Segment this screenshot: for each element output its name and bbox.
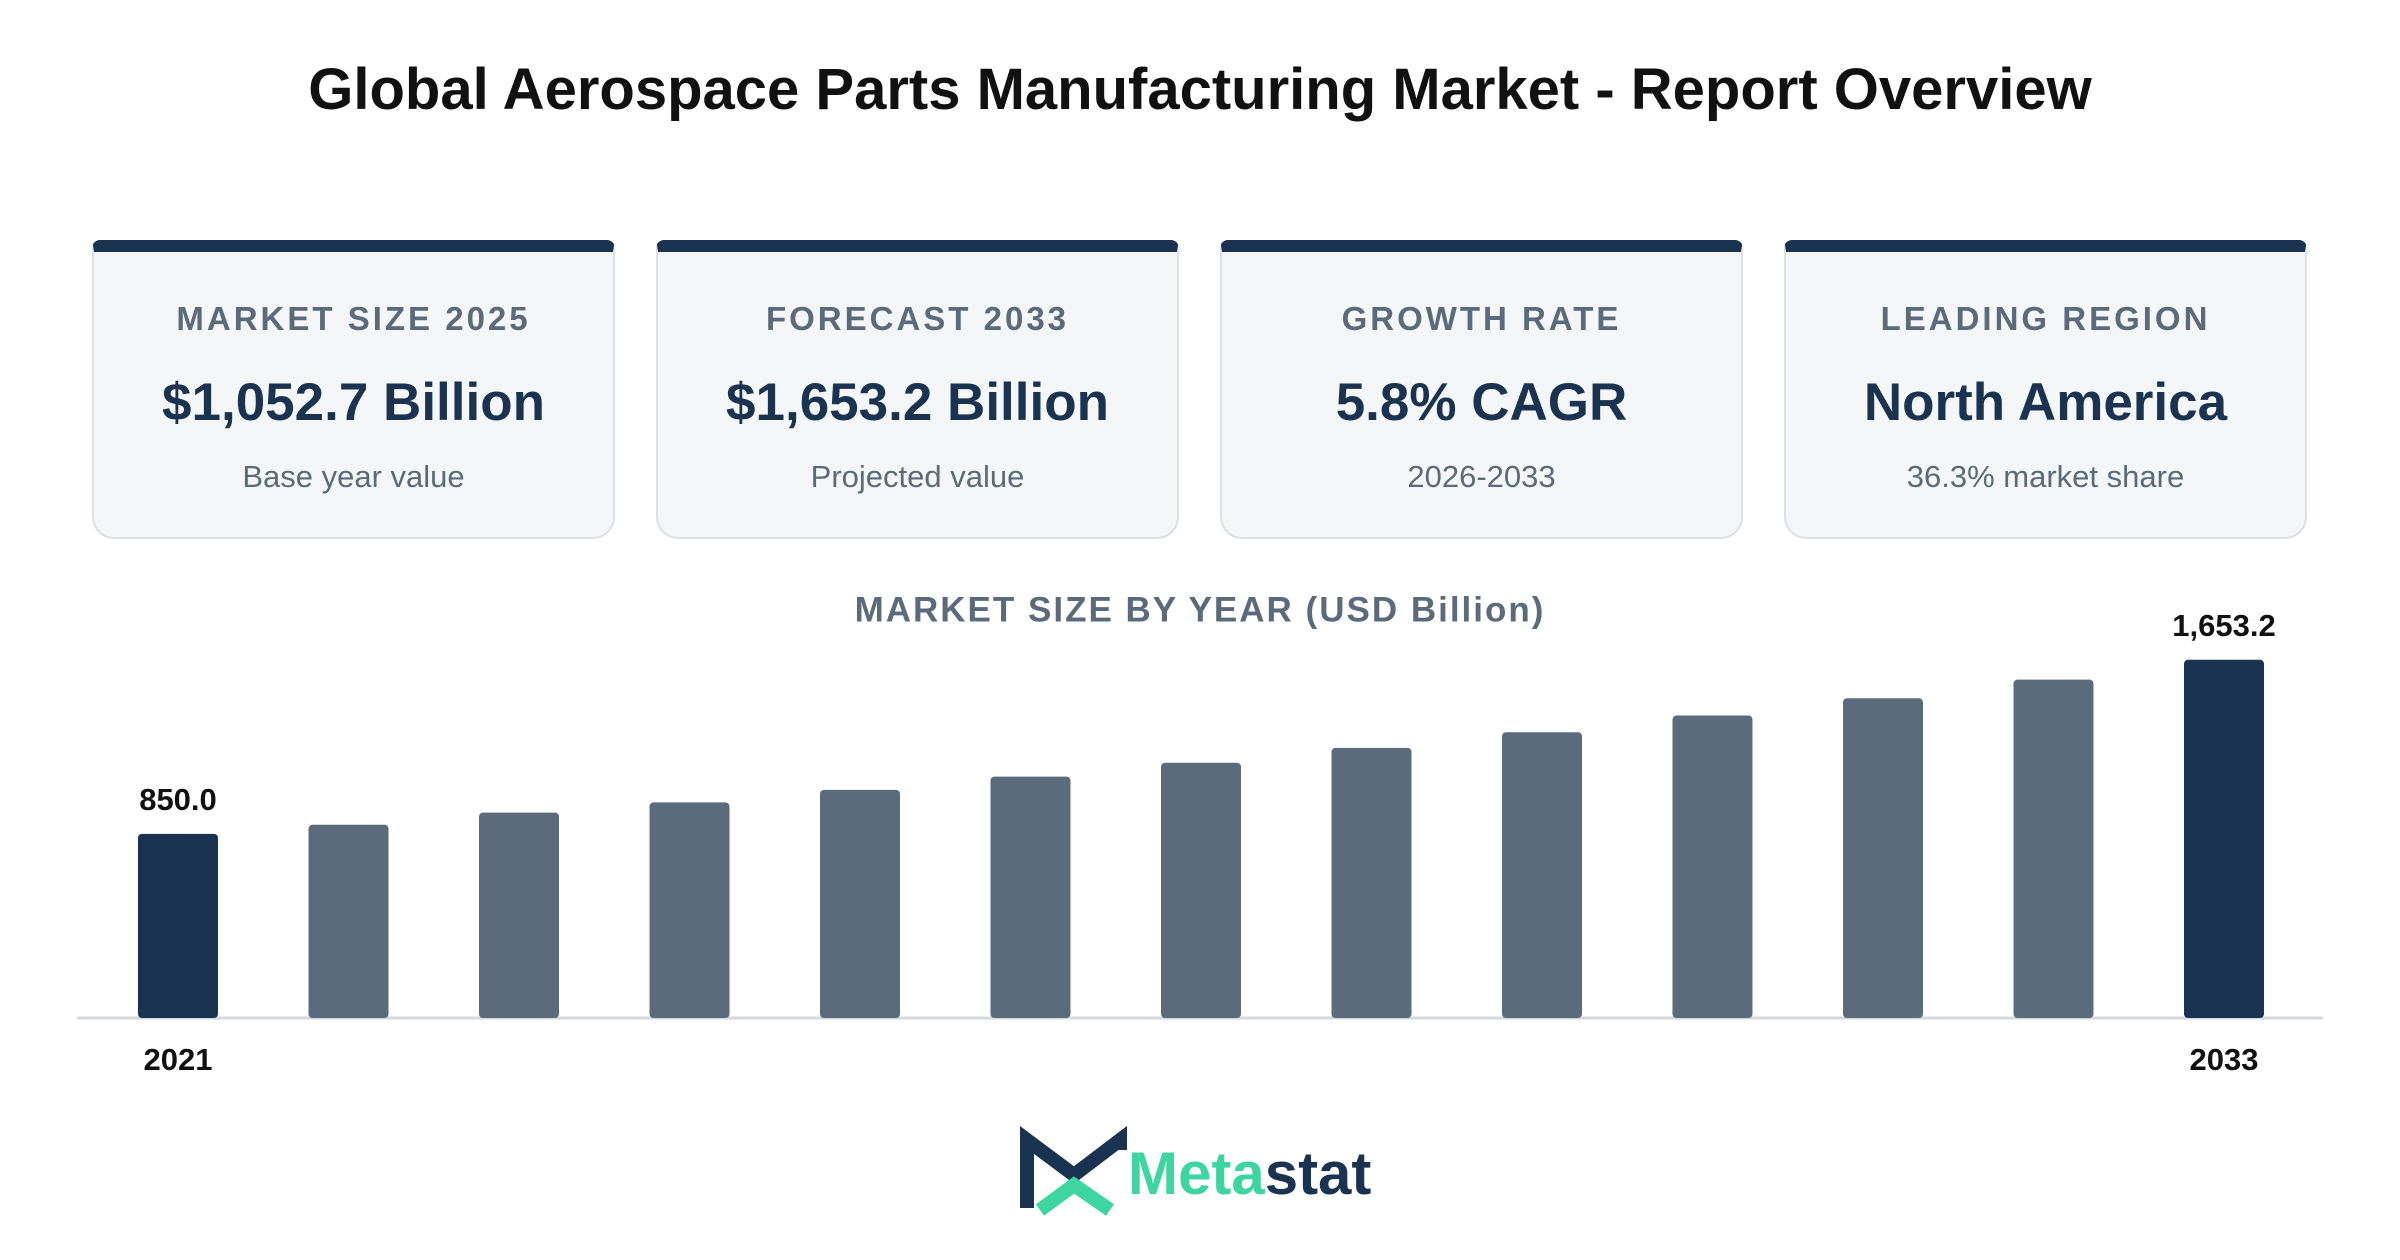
bar: [479, 812, 559, 1018]
bar: [649, 802, 730, 1018]
bar: [2013, 679, 2094, 1018]
stat-card: FORECAST 2033 $1,653.2 Billion Projected v…: [656, 240, 1179, 539]
card-note: Projected value: [810, 459, 1025, 494]
bar: [1161, 762, 1241, 1018]
card-label: FORECAST 2033: [765, 300, 1070, 337]
data-label: 1,653.2: [2172, 608, 2275, 643]
bar: [1672, 715, 1753, 1018]
stat-card: GROWTH RATE 5.8% CAGR 2026-2033: [1220, 240, 1743, 539]
logo-part: stat: [1265, 1140, 1372, 1207]
card-label: GROWTH RATE: [1341, 300, 1622, 337]
card-value: 5.8% CAGR: [1335, 373, 1628, 432]
bar: [990, 776, 1071, 1018]
x-tick-label: 2021: [144, 1042, 213, 1077]
page-title: Global Aerospace Parts Manufacturing Mar…: [308, 57, 2092, 122]
card-note: 2026-2033: [1407, 459, 1556, 494]
logo-text: Metastat: [1128, 1140, 1371, 1207]
card-label: LEADING REGION: [1880, 300, 2211, 337]
bar: [820, 789, 900, 1018]
card-value: $1,052.7 Billion: [162, 373, 545, 432]
x-tick-label: 2033: [2190, 1042, 2259, 1077]
stat-card: LEADING REGION North America 36.3% market …: [1784, 240, 2307, 539]
bar: [1843, 698, 1923, 1018]
logo-mark-accent: [1035, 1176, 1114, 1216]
chart-title: MARKET SIZE BY YEAR (USD Billion): [855, 590, 1546, 629]
logo: Metastat: [1020, 1125, 1371, 1216]
card-label: MARKET SIZE 2025: [176, 300, 531, 337]
bar: [2184, 659, 2264, 1018]
card-note: Base year value: [242, 459, 465, 494]
logo-mark: [1020, 1125, 1127, 1208]
card-value: North America: [1863, 373, 2228, 432]
card-value: $1,653.2 Billion: [726, 373, 1109, 432]
logo-part: Meta: [1128, 1140, 1265, 1207]
bar: [138, 833, 218, 1018]
card-note: 36.3% market share: [1906, 459, 2185, 494]
data-label: 850.0: [139, 782, 217, 817]
bar: [1331, 747, 1412, 1018]
bar: [308, 824, 389, 1018]
bar: [1502, 732, 1582, 1018]
stat-card: MARKET SIZE 2025 $1,052.7 Billion Base yea…: [92, 240, 615, 539]
